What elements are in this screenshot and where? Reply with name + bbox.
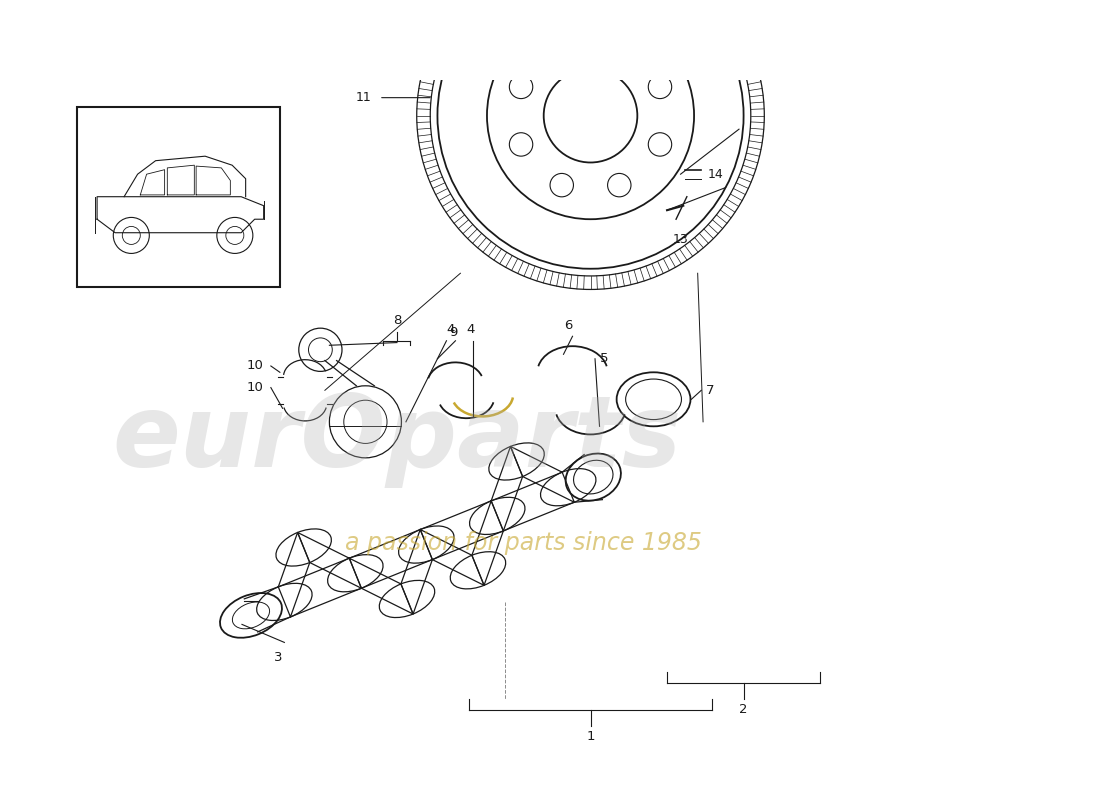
Text: 2: 2	[739, 702, 748, 716]
Text: 10: 10	[246, 381, 264, 394]
Text: 4: 4	[466, 323, 475, 336]
Bar	[77, 106, 279, 286]
Text: a passion for parts since 1985: a passion for parts since 1985	[344, 531, 702, 555]
Polygon shape	[97, 197, 264, 233]
Text: 3: 3	[274, 651, 283, 665]
Text: 1: 1	[586, 730, 595, 742]
Text: eurOparts: eurOparts	[112, 391, 682, 488]
Text: 4: 4	[447, 323, 455, 336]
Text: 5: 5	[600, 352, 608, 366]
Text: 10: 10	[246, 359, 264, 373]
Text: 7: 7	[706, 384, 714, 397]
Polygon shape	[124, 156, 245, 197]
Text: 9: 9	[449, 326, 458, 339]
Text: 8: 8	[393, 314, 402, 327]
Text: 11: 11	[356, 91, 372, 104]
Text: 6: 6	[564, 318, 572, 332]
Text: 14: 14	[707, 168, 724, 181]
Text: 13: 13	[673, 233, 689, 246]
